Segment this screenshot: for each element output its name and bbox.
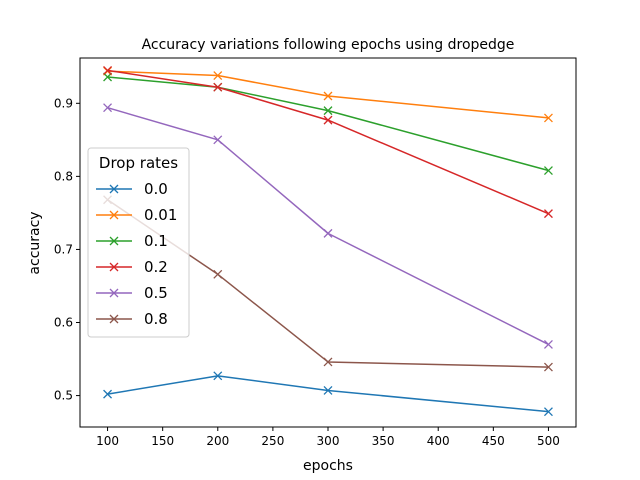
data-point bbox=[103, 65, 113, 75]
legend-marker bbox=[109, 314, 119, 324]
legend-marker bbox=[109, 184, 119, 194]
legend-marker bbox=[109, 288, 119, 298]
legend-item: 0.01 bbox=[96, 206, 177, 224]
series-0.2 bbox=[103, 65, 553, 219]
legend-items: 0.0 0.01 0.1 0.2 0.5 0.8 bbox=[96, 180, 177, 328]
x-tick-label: 150 bbox=[151, 434, 174, 448]
data-point bbox=[543, 113, 553, 123]
y-tick-label: 0.5 bbox=[54, 389, 73, 403]
x-tick-label: 500 bbox=[537, 434, 560, 448]
y-tick-label: 0.6 bbox=[54, 316, 73, 330]
y-tick-label: 0.7 bbox=[54, 242, 73, 256]
data-point bbox=[103, 72, 113, 82]
data-point bbox=[213, 71, 223, 80]
data-point bbox=[213, 269, 223, 279]
legend-marker bbox=[109, 262, 119, 272]
data-point bbox=[543, 166, 553, 175]
series-0.5 bbox=[103, 103, 553, 349]
data-point bbox=[213, 135, 223, 145]
x-tick-label: 450 bbox=[482, 434, 505, 448]
legend-label: 0.01 bbox=[144, 206, 177, 224]
data-point bbox=[543, 339, 553, 349]
data-point bbox=[323, 91, 333, 101]
y-tick-label: 0.8 bbox=[54, 169, 73, 183]
legend-item: 0.1 bbox=[96, 232, 168, 250]
series-line bbox=[107, 76, 549, 172]
series-line bbox=[107, 69, 549, 215]
x-axis-title: epochs bbox=[303, 458, 353, 474]
data-point bbox=[323, 106, 333, 116]
series-line bbox=[107, 70, 549, 119]
legend-item: 0.5 bbox=[96, 284, 168, 302]
legend-label: 0.2 bbox=[144, 258, 168, 276]
chart-title: Accuracy variations following epochs usi… bbox=[142, 37, 515, 53]
legend-label: 0.1 bbox=[144, 232, 168, 250]
x-tick-label: 400 bbox=[427, 434, 450, 448]
y-axis: 0.5 0.6 0.7 0.8 0.9 bbox=[54, 96, 80, 403]
legend-item: 0.8 bbox=[96, 310, 168, 328]
data-point bbox=[543, 209, 553, 219]
data-point bbox=[543, 362, 553, 372]
data-point bbox=[103, 389, 113, 399]
series-0.0 bbox=[103, 371, 553, 417]
data-point bbox=[323, 357, 333, 367]
x-tick-label: 300 bbox=[317, 434, 340, 448]
x-tick-label: 350 bbox=[372, 434, 395, 448]
y-tick-label: 0.9 bbox=[54, 96, 73, 110]
legend-item: 0.2 bbox=[96, 258, 168, 276]
legend-marker bbox=[109, 210, 119, 220]
x-tick-label: 250 bbox=[261, 434, 284, 448]
plot-area bbox=[103, 65, 553, 417]
legend-marker bbox=[109, 236, 119, 246]
data-point bbox=[323, 386, 333, 395]
legend-label: 0.5 bbox=[144, 284, 168, 302]
data-point bbox=[543, 407, 553, 417]
x-tick-label: 200 bbox=[206, 434, 229, 448]
data-point bbox=[323, 115, 333, 125]
legend-label: 0.0 bbox=[144, 180, 168, 198]
legend-item: 0.0 bbox=[96, 180, 168, 198]
legend-title: Drop rates bbox=[99, 154, 178, 172]
data-point bbox=[213, 82, 223, 92]
y-axis-title: accuracy bbox=[27, 211, 43, 274]
series-line bbox=[107, 375, 549, 413]
legend-label: 0.8 bbox=[144, 310, 168, 328]
series-line bbox=[107, 106, 549, 346]
legend-box bbox=[87, 147, 190, 338]
data-point bbox=[213, 371, 223, 381]
data-point bbox=[323, 228, 333, 238]
x-tick-label: 100 bbox=[96, 434, 119, 448]
legend: Drop rates 0.0 0.01 0.1 0.2 0.5 0.8 bbox=[87, 147, 190, 338]
x-axis: 100 150 200 250 300 350 400 450 500 bbox=[96, 427, 560, 448]
data-point bbox=[103, 103, 113, 113]
